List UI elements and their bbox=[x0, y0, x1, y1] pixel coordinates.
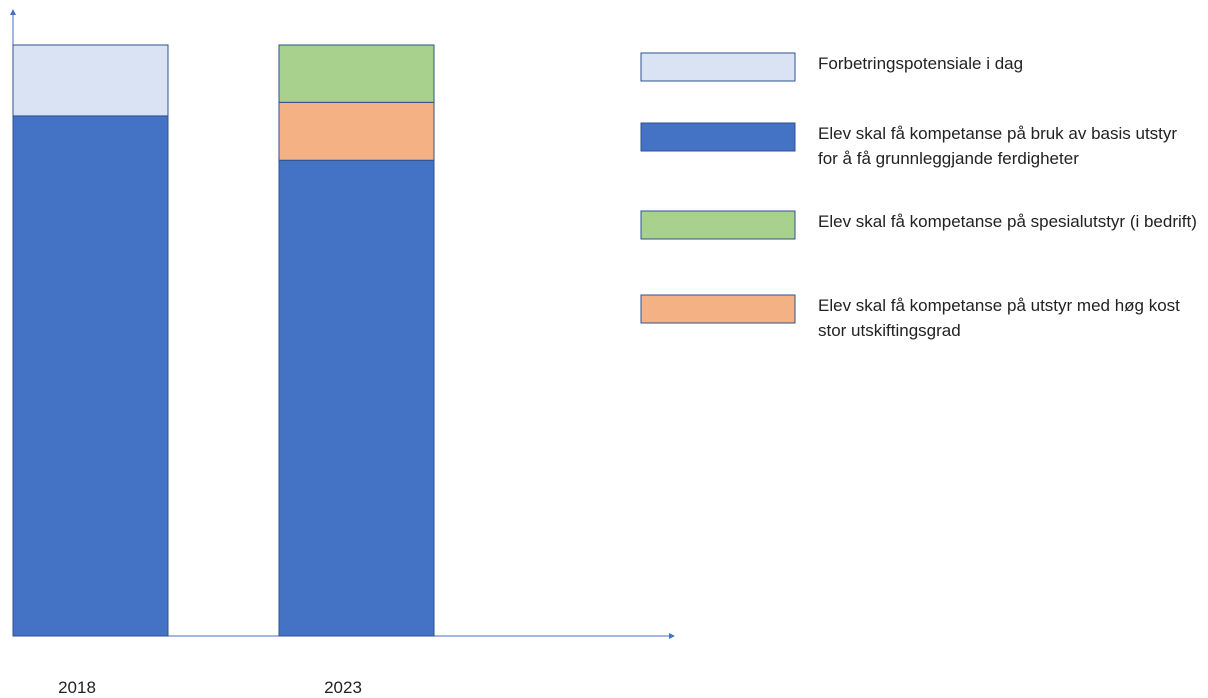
bar-segment bbox=[278, 159, 435, 637]
legend-label: Elev skal få kompetanse på spesialutstyr… bbox=[818, 212, 1197, 231]
bar-segment bbox=[278, 44, 435, 103]
legend-label: Elev skal få kompetanse på utstyr med hø… bbox=[818, 296, 1180, 340]
legend-swatch bbox=[640, 122, 796, 152]
legend-label: Elev skal få kompetanse på bruk av basis… bbox=[818, 124, 1178, 168]
legend-label: Forbetringspotensiale i dag bbox=[818, 54, 1024, 73]
bar-segment bbox=[12, 115, 169, 637]
x-tick-label: 2018 bbox=[58, 678, 96, 697]
bar-segment bbox=[278, 101, 435, 161]
legend-swatch bbox=[640, 52, 796, 82]
x-tick-label: 2023 bbox=[324, 678, 362, 697]
legend-swatch bbox=[640, 294, 796, 324]
legend-swatch bbox=[640, 210, 796, 240]
bar-segment bbox=[12, 44, 169, 117]
